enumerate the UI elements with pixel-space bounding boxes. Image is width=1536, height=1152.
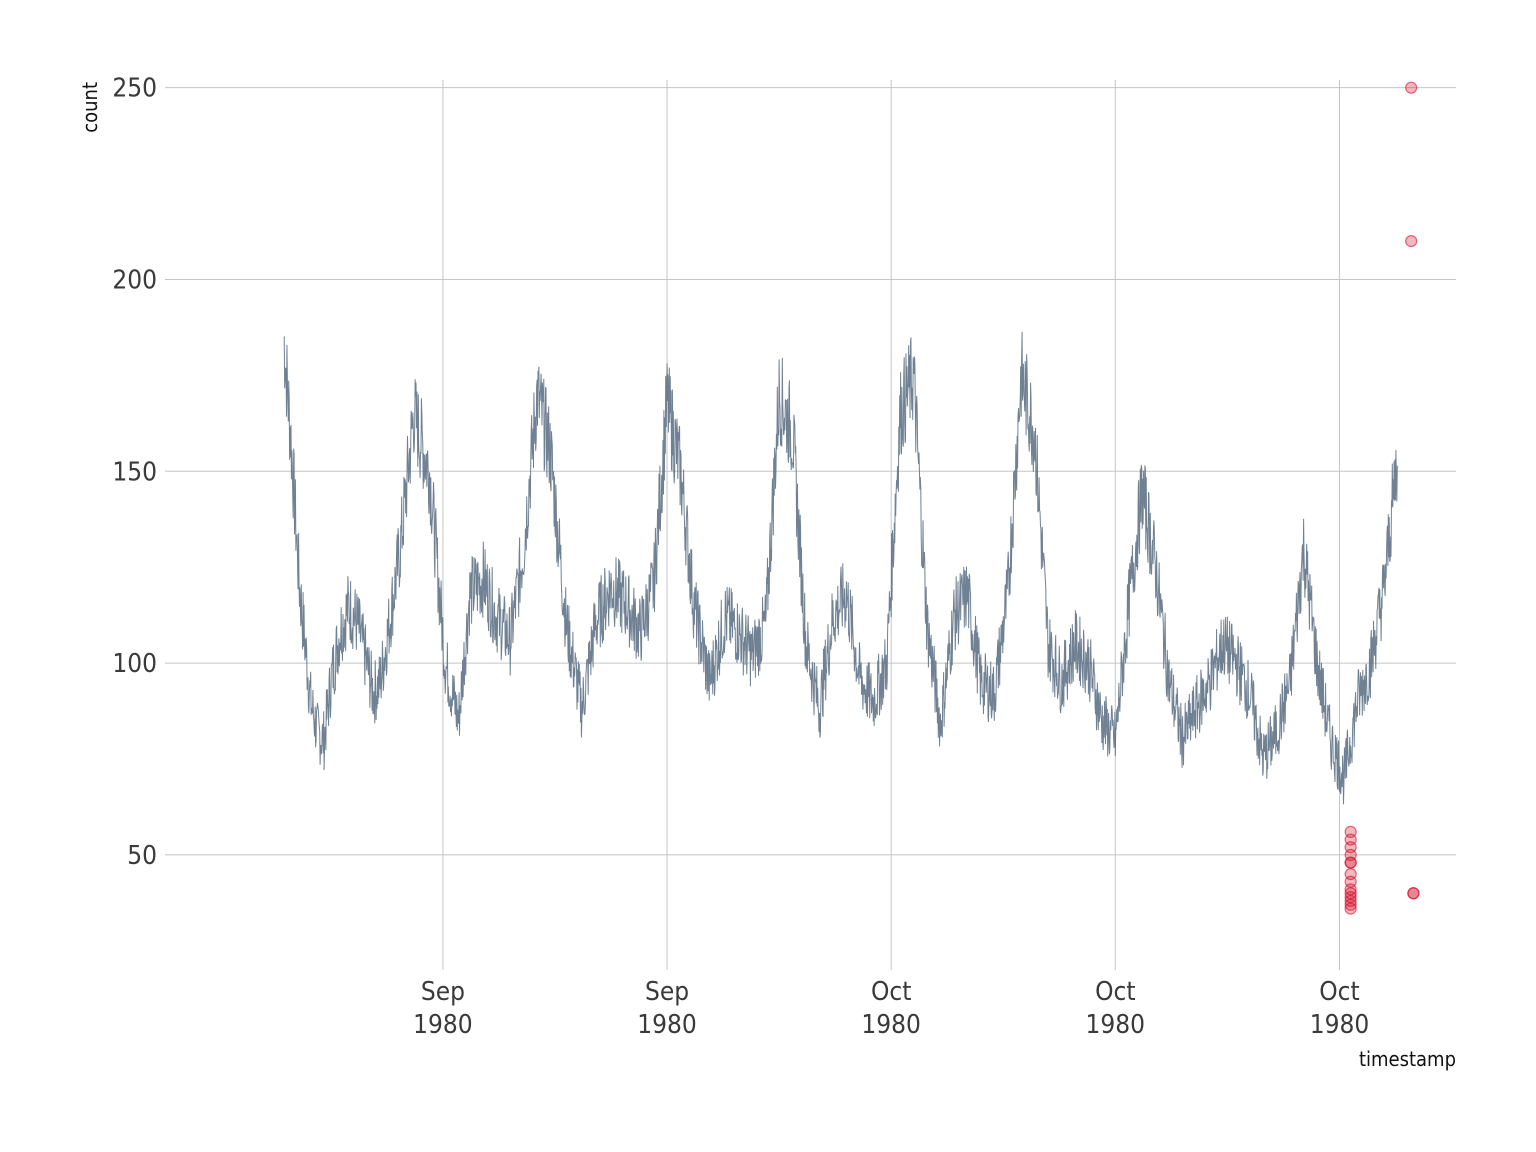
- anomaly-point: [1405, 235, 1418, 248]
- anomaly-point: [1407, 887, 1420, 900]
- x-tick-month: Oct: [1319, 977, 1359, 1007]
- x-tick-month: Sep: [421, 977, 465, 1007]
- y-axis-title: count: [78, 82, 102, 133]
- grid-lines: [165, 80, 1456, 970]
- y-tick-label: 150: [112, 457, 157, 487]
- x-tick-year: 1980: [861, 1010, 921, 1040]
- anomaly-point: [1344, 856, 1357, 869]
- series-line: [283, 331, 1398, 805]
- x-tick-year: 1980: [413, 1010, 473, 1040]
- x-tick-month: Sep: [645, 977, 689, 1007]
- y-tick-label: 250: [112, 74, 157, 104]
- x-tick-month: Oct: [1095, 977, 1135, 1007]
- anomaly-point: [1344, 898, 1357, 911]
- x-tick-year: 1980: [637, 1010, 697, 1040]
- y-tick-label: 100: [112, 649, 157, 679]
- series-layer: [283, 331, 1398, 805]
- x-axis-title: timestamp: [1359, 1047, 1456, 1071]
- x-tick-year: 1980: [1310, 1010, 1370, 1040]
- y-tick-label: 200: [112, 265, 157, 295]
- x-tick-month: Oct: [871, 977, 911, 1007]
- x-tick-year: 1980: [1086, 1010, 1146, 1040]
- anomaly-point: [1344, 902, 1357, 915]
- anomaly-points: [1344, 81, 1420, 915]
- anomaly-point: [1405, 81, 1418, 94]
- y-tick-label: 50: [127, 841, 157, 871]
- y-axis-ticks: 50 100 150 200 250: [112, 74, 157, 871]
